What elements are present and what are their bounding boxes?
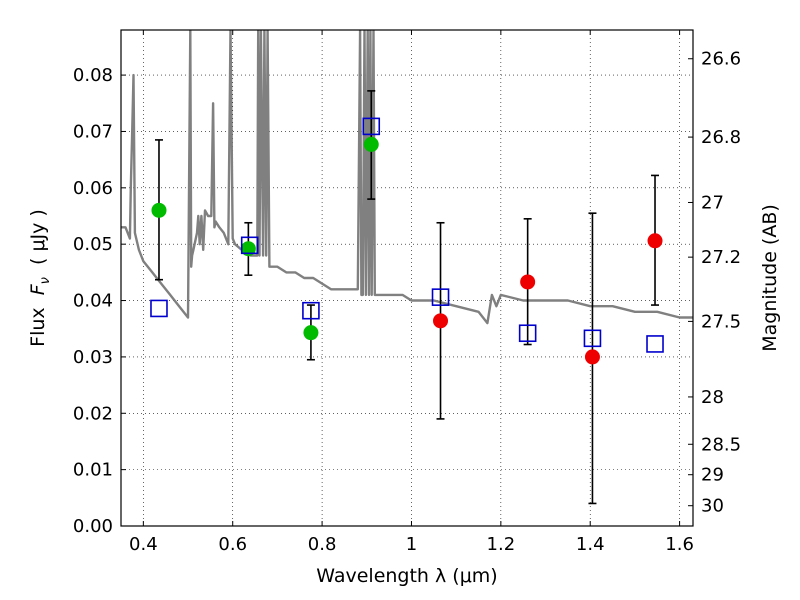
y-tick-label: 0.03	[73, 347, 113, 368]
y-tick-label: 0.02	[73, 403, 113, 424]
y2-tick-label: 27	[701, 192, 724, 213]
detection-point	[240, 241, 256, 257]
y2-tick-label: 28	[701, 387, 724, 408]
y-tick-label: 0.05	[73, 234, 113, 255]
plot-frame	[120, 29, 694, 527]
y2-tick-label: 26.8	[701, 127, 741, 148]
y2-tick-labels: 26.6 26.8 27 27.2 27.5 28 28.5 29 30	[701, 49, 741, 517]
y2-tick-label: 26.6	[701, 49, 741, 70]
flux-subscript: ν	[38, 277, 53, 284]
y-axis-label: Flux Fν ( μJy )	[27, 209, 53, 347]
y-tick-label: 0.06	[73, 178, 113, 199]
y-tick-label: 0.04	[73, 291, 113, 312]
model-spectrum	[121, 30, 693, 325]
model-square	[240, 236, 259, 255]
model-square	[362, 117, 381, 136]
x-tick-label: 1.6	[665, 534, 694, 555]
nir-point	[433, 313, 449, 329]
y-tick-label: 0.00	[73, 516, 113, 537]
x-tick-label: 0.6	[218, 534, 247, 555]
detection-point	[363, 136, 379, 152]
x-tick-labels: 0.4 0.6 0.8 1 1.2 1.4 1.6	[129, 534, 694, 555]
x-tick-label: 0.8	[308, 534, 337, 555]
axis-ticks	[121, 30, 693, 527]
y2-tick-label: 29	[701, 465, 724, 486]
y-tick-labels: 0.00 0.01 0.02 0.03 0.04 0.05 0.06 0.07 0.08	[73, 65, 113, 537]
x-tick-label: 1.4	[576, 534, 605, 555]
model-square	[302, 301, 320, 320]
y2-axis-label: Magnitude (AB)	[759, 204, 781, 352]
y2-tick-label: 27.2	[701, 247, 741, 268]
data-points	[151, 136, 663, 365]
model-square	[150, 299, 168, 318]
model-square	[431, 288, 450, 306]
spectrum-line	[121, 30, 693, 325]
x-tick-label: 1	[406, 534, 417, 555]
y2-tick-label: 27.5	[701, 311, 741, 332]
detection-point	[303, 325, 319, 341]
x-tick-label: 0.4	[129, 534, 158, 555]
y2-tick-label: 30	[701, 496, 724, 517]
x-tick-label: 1.2	[487, 534, 516, 555]
nir-point	[584, 349, 600, 365]
nir-point	[520, 274, 536, 290]
nir-point	[647, 233, 663, 249]
y-tick-label: 0.08	[73, 65, 113, 86]
model-square	[518, 324, 537, 343]
y-tick-label: 0.07	[73, 121, 113, 142]
model-square	[646, 335, 664, 353]
model-photometry-points	[150, 117, 664, 353]
y-tick-label: 0.01	[73, 460, 113, 481]
x-axis-label: Wavelength λ (μm)	[316, 565, 497, 587]
detection-point	[151, 202, 167, 218]
model-square	[583, 329, 602, 348]
flux-symbol: F	[27, 283, 49, 295]
y2-tick-label: 28.5	[701, 434, 741, 455]
